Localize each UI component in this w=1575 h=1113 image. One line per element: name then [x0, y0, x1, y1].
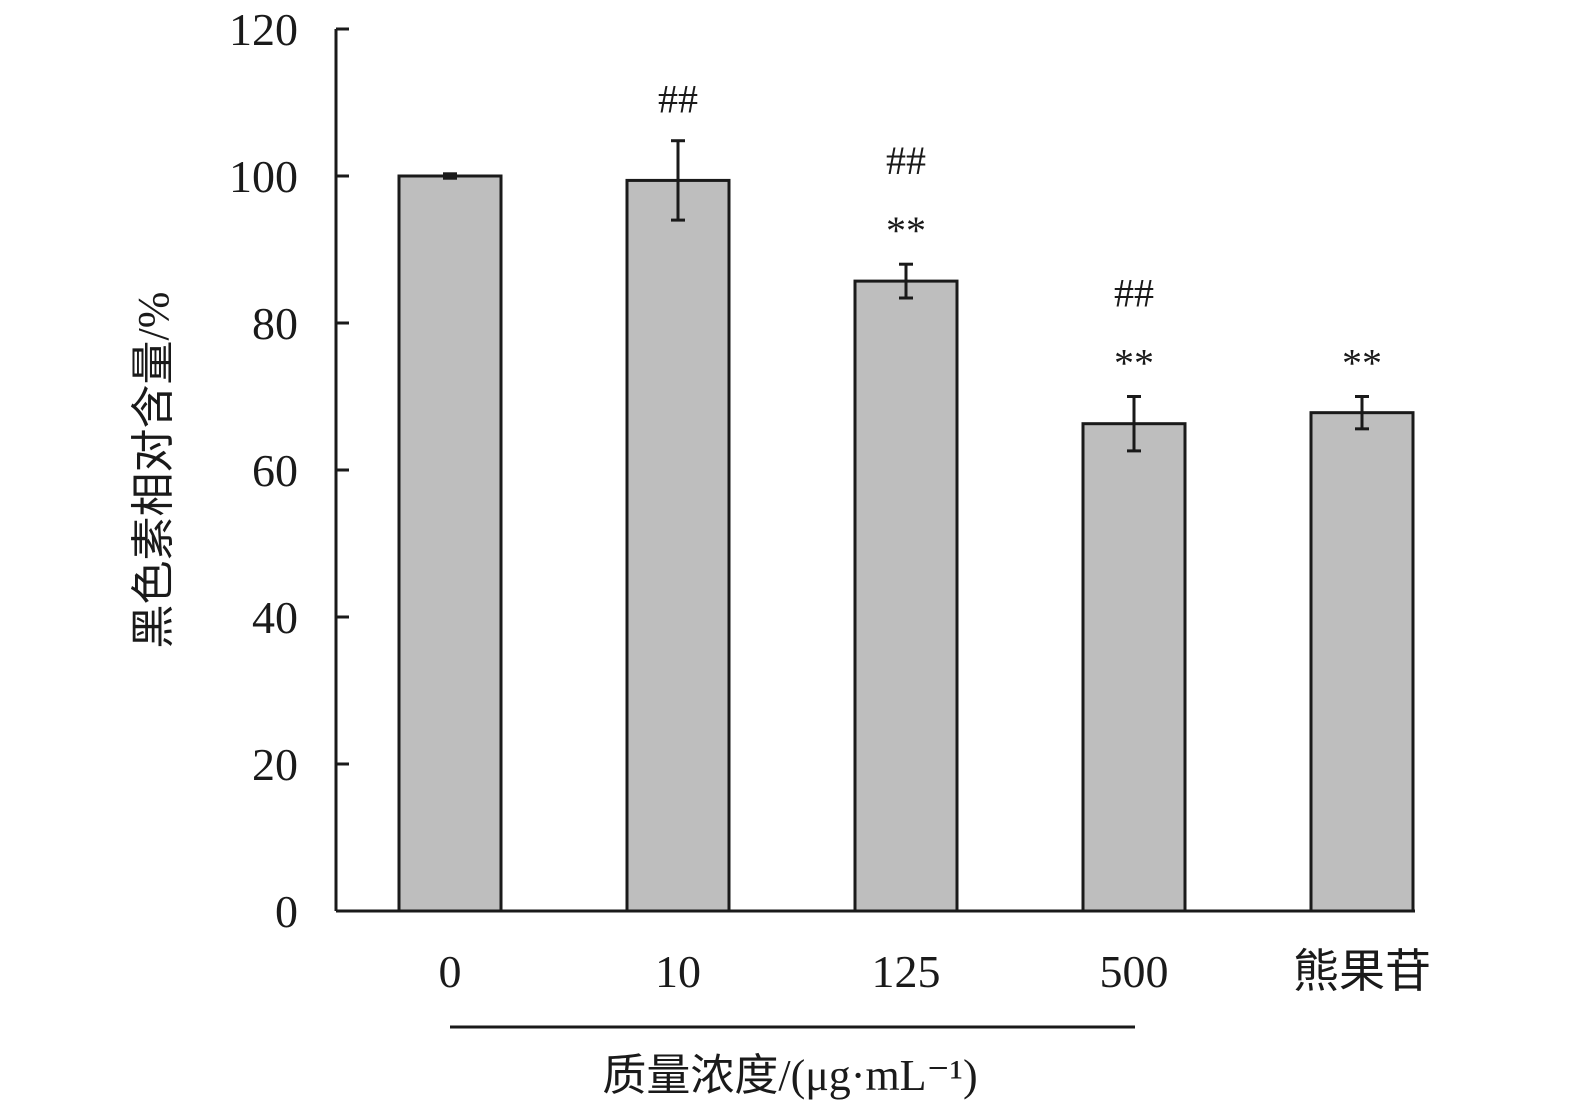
significance-hash: ##: [658, 77, 698, 122]
significance-star: **: [1342, 341, 1382, 386]
significance-star: **: [886, 208, 926, 253]
x-tick-label: 10: [655, 946, 701, 997]
significance-hash: ##: [1114, 271, 1154, 316]
x-tick-label: 0: [439, 946, 462, 997]
bar-10: [625, 178, 731, 913]
y-tick-label: 20: [252, 739, 298, 790]
y-axis-title: 黑色素相对含量/%: [129, 292, 178, 649]
y-tick-label: 0: [275, 886, 298, 937]
y-tick-label: 100: [229, 151, 298, 202]
y-tick-label: 120: [229, 4, 298, 55]
x-axis: 0 10 125 500 熊果苷: [336, 909, 1431, 997]
y-tick-label: 40: [252, 592, 298, 643]
bar-0: [397, 174, 503, 913]
y-tick-label: 80: [252, 298, 298, 349]
x-tick-label: 125: [872, 946, 941, 997]
x-tick-label: 500: [1100, 946, 1169, 997]
bar-125: [853, 279, 959, 913]
bars: ## ** ## ** ## **: [397, 77, 1415, 913]
bar-熊果苷: [1309, 411, 1415, 913]
significance-hash: ##: [886, 138, 926, 183]
x-axis-title: 质量浓度/(μg·mL⁻¹): [602, 1051, 977, 1100]
x-tick-label: 熊果苷: [1293, 946, 1431, 997]
bar-500: [1081, 422, 1187, 913]
y-axis: 0 20 40 60 80 100 120: [229, 4, 349, 937]
y-tick-label: 60: [252, 445, 298, 496]
significance-star: **: [1114, 341, 1154, 386]
